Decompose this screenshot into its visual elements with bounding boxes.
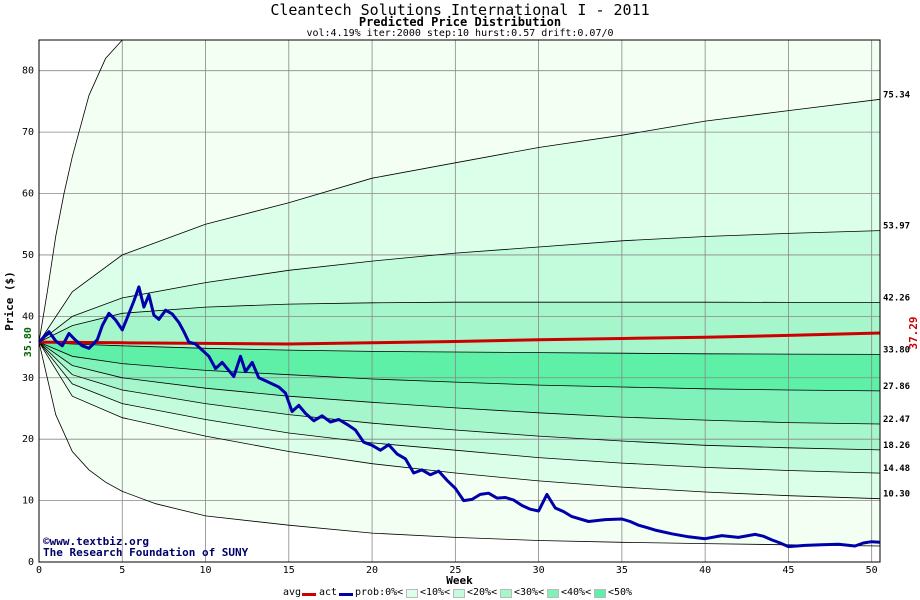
probability-band-50 [39, 342, 880, 391]
y-tick-label: 0 [28, 557, 34, 568]
x-axis-label: Week [446, 574, 473, 587]
chart-params: vol:4.19% iter:2000 step:10 hurst:0.57 d… [306, 28, 614, 39]
quantile-line [38, 230, 881, 343]
legend-act-label: act [319, 587, 338, 598]
x-tick-label: 35 [616, 565, 628, 576]
y-axis-label: Price ($) [3, 271, 16, 331]
x-tick-label: 20 [366, 565, 378, 576]
actual-price-line [37, 285, 881, 549]
y-tick-label: 40 [22, 311, 34, 322]
legend-prob-label: prob:0%< [355, 587, 404, 598]
quantile-line [38, 341, 881, 392]
legend-avg-swatch [302, 593, 316, 596]
watermark-org: The Research Foundation of SUNY [43, 546, 249, 559]
legend-band20-swatch [453, 589, 465, 598]
legend-band50-label: <50% [608, 587, 633, 598]
quantile-label: 75.34 [883, 90, 911, 100]
envelope-upper-line [38, 39, 123, 343]
x-tick-label: 10 [200, 565, 212, 576]
x-tick-label: 5 [119, 565, 125, 576]
watermark-url: ©www.textbiz.org [43, 535, 149, 548]
legend-band20-label: <20%< [467, 587, 498, 598]
chart-title: Cleantech Solutions International I - 20… [270, 1, 650, 19]
x-tick-label: 30 [533, 565, 545, 576]
legend-band40-swatch [547, 589, 559, 598]
quantile-line [38, 341, 881, 474]
quantile-label: 22.47 [883, 415, 910, 425]
quantile-label: 18.26 [883, 441, 910, 451]
y-tick-label: 70 [22, 127, 34, 138]
x-tick-label: 15 [283, 565, 295, 576]
quantile-line [38, 301, 881, 343]
x-tick-label: 40 [699, 565, 711, 576]
y-tick-label: 30 [22, 373, 34, 384]
quantile-label: 42.26 [883, 293, 910, 303]
quantile-line [38, 341, 881, 355]
quantile-line [38, 341, 881, 451]
quantile-line [38, 341, 881, 500]
envelope-lower-line [38, 342, 881, 547]
y-tick-label: 10 [22, 496, 34, 507]
x-tick-label: 25 [449, 565, 461, 576]
legend-band10-swatch [406, 589, 418, 598]
quantile-label: 33.80 [883, 345, 910, 355]
quantile-line [38, 98, 881, 343]
chart-subtitle: Predicted Price Distribution [358, 15, 562, 29]
x-tick-label: 45 [782, 565, 794, 576]
legend-band40-label: <40%< [561, 587, 592, 598]
end-price-label: 37.29 [907, 316, 920, 349]
quantile-line [38, 341, 881, 425]
y-tick-label: 60 [22, 189, 34, 200]
y-tick-label: 20 [22, 434, 34, 445]
start-price-label: 35.80 [23, 327, 34, 357]
y-tick-label: 50 [22, 250, 34, 261]
legend-avg-label: avg [283, 587, 302, 598]
legend-act-swatch [339, 593, 353, 596]
legend-band50-swatch [594, 589, 606, 598]
quantile-label: 14.48 [883, 464, 910, 474]
y-tick-label: 80 [22, 66, 34, 77]
quantile-label: 53.97 [883, 222, 910, 232]
quantile-label: 27.86 [883, 382, 910, 392]
average-price-line [38, 331, 881, 346]
plot-frame [38, 39, 881, 563]
legend-band10-label: <10%< [420, 587, 451, 598]
legend-band30-label: <30%< [514, 587, 545, 598]
x-tick-label: 50 [866, 565, 878, 576]
quantile-label: 10.30 [883, 490, 910, 500]
x-tick-label: 0 [36, 565, 42, 576]
legend-band30-swatch [500, 589, 512, 598]
